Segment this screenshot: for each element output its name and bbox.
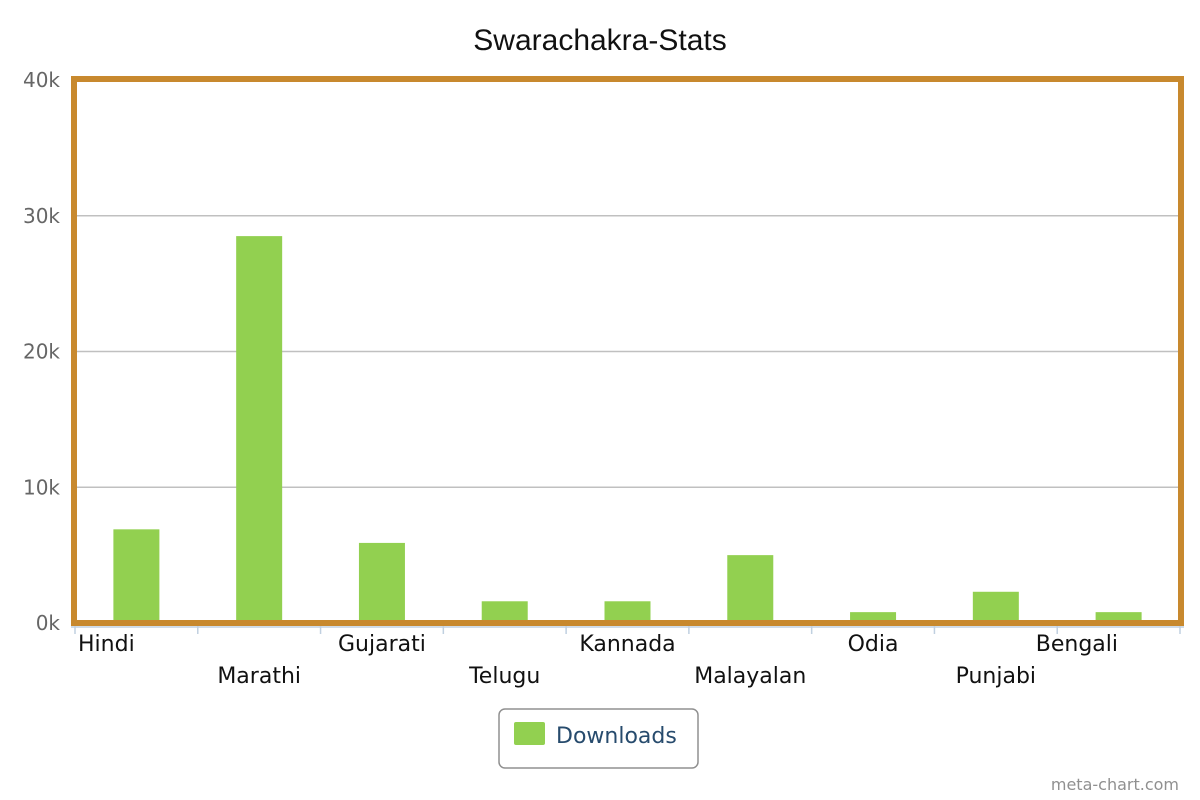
x-tick-label: Marathi	[217, 664, 301, 689]
legend-label: Downloads	[556, 724, 677, 749]
x-axis	[71, 626, 1184, 634]
bar	[113, 529, 160, 623]
x-tick-label: Odia	[848, 632, 899, 657]
bar	[972, 591, 1019, 623]
x-axis-ticks: Hindi Marathi Gujarati Telugu Kannada Malayal…	[78, 632, 1118, 689]
y-tick-label: 0k	[36, 611, 61, 635]
bars	[113, 236, 1142, 624]
y-axis-ticks: 0k 10k 20k 30k 40k	[23, 68, 60, 635]
x-tick-label: Kannada	[579, 632, 675, 657]
y-tick-label: 10k	[23, 475, 60, 499]
plot-frame	[71, 76, 1184, 626]
x-tick-label: Bengali	[1036, 632, 1118, 657]
bar	[727, 555, 774, 623]
bar	[1095, 612, 1142, 623]
y-tick-label: 30k	[23, 204, 60, 228]
x-tick-label: Gujarati	[338, 632, 426, 657]
legend-swatch	[514, 722, 545, 745]
bar	[850, 612, 897, 623]
legend[interactable]: Downloads	[498, 708, 699, 769]
x-tick-label: Malayalan	[694, 664, 806, 689]
x-tick-label: Telugu	[468, 664, 540, 689]
y-tick-label: 40k	[23, 68, 60, 92]
y-tick-label: 20k	[23, 340, 60, 364]
chart-title: Swarachakra-Stats	[473, 24, 726, 57]
bar	[604, 601, 651, 623]
bar	[481, 601, 528, 623]
legend-box	[498, 708, 699, 769]
x-tick-label: Hindi	[78, 632, 135, 657]
credit-text: meta-chart.com	[1051, 775, 1179, 794]
bar	[236, 236, 283, 624]
bar	[358, 542, 405, 623]
x-tick-label: Punjabi	[956, 664, 1036, 689]
